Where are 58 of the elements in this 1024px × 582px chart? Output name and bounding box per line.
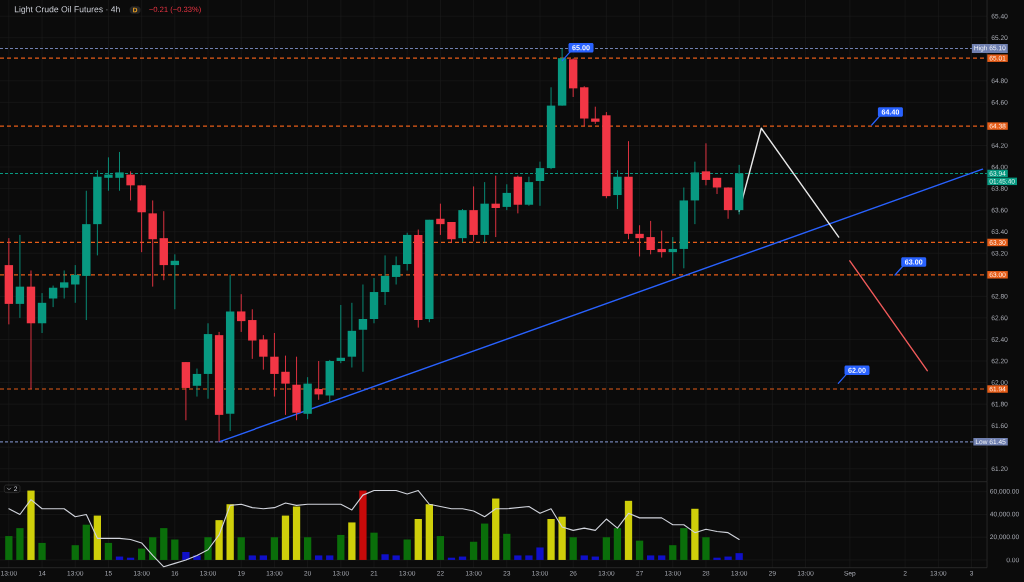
- bar: [691, 508, 699, 560]
- bar: [381, 554, 389, 560]
- bar: [713, 557, 721, 560]
- bar: [492, 498, 500, 560]
- bar: [514, 555, 522, 560]
- bar: [602, 537, 611, 560]
- bar: [536, 547, 544, 560]
- bar: [38, 542, 46, 560]
- bar: [436, 536, 445, 560]
- bar: [160, 528, 168, 560]
- bar: [348, 522, 356, 560]
- bar: [215, 520, 223, 560]
- bar: [370, 532, 378, 560]
- bar: [259, 555, 267, 560]
- bar: [226, 504, 234, 560]
- bar: [104, 542, 113, 560]
- bar: [724, 556, 732, 560]
- bar: [503, 533, 511, 560]
- bar: [702, 537, 710, 560]
- bar: [82, 524, 90, 560]
- bar: [182, 552, 190, 560]
- bar: [481, 523, 489, 560]
- bar: [580, 555, 588, 560]
- bar: [71, 545, 79, 560]
- bar: [326, 555, 334, 560]
- bar: [359, 490, 367, 560]
- bar: [292, 506, 301, 560]
- bar: [735, 553, 743, 560]
- bar: [547, 519, 555, 560]
- bar: [204, 537, 212, 560]
- bar: [171, 539, 179, 560]
- bar: [281, 515, 290, 560]
- bar: [137, 548, 146, 560]
- bar: [635, 540, 644, 560]
- bar: [613, 528, 622, 560]
- bar: [624, 500, 633, 560]
- bar: [658, 555, 666, 560]
- bar: [680, 528, 688, 560]
- bar: [414, 519, 422, 560]
- bar: [248, 555, 256, 560]
- bar: [270, 537, 279, 560]
- bar: [525, 555, 533, 560]
- bar: [337, 534, 345, 560]
- bar: [469, 541, 478, 560]
- bar: [237, 537, 245, 560]
- bar: [403, 539, 411, 560]
- bar: [425, 504, 433, 560]
- bar: [93, 515, 102, 560]
- bar: [646, 555, 655, 560]
- bar: [392, 555, 400, 560]
- bar: [5, 536, 13, 560]
- bar: [303, 537, 312, 560]
- bar: [569, 537, 577, 560]
- bar: [315, 555, 323, 560]
- bar: [669, 545, 677, 560]
- bar: [27, 490, 35, 560]
- bar: [558, 516, 566, 560]
- bar: [16, 528, 24, 560]
